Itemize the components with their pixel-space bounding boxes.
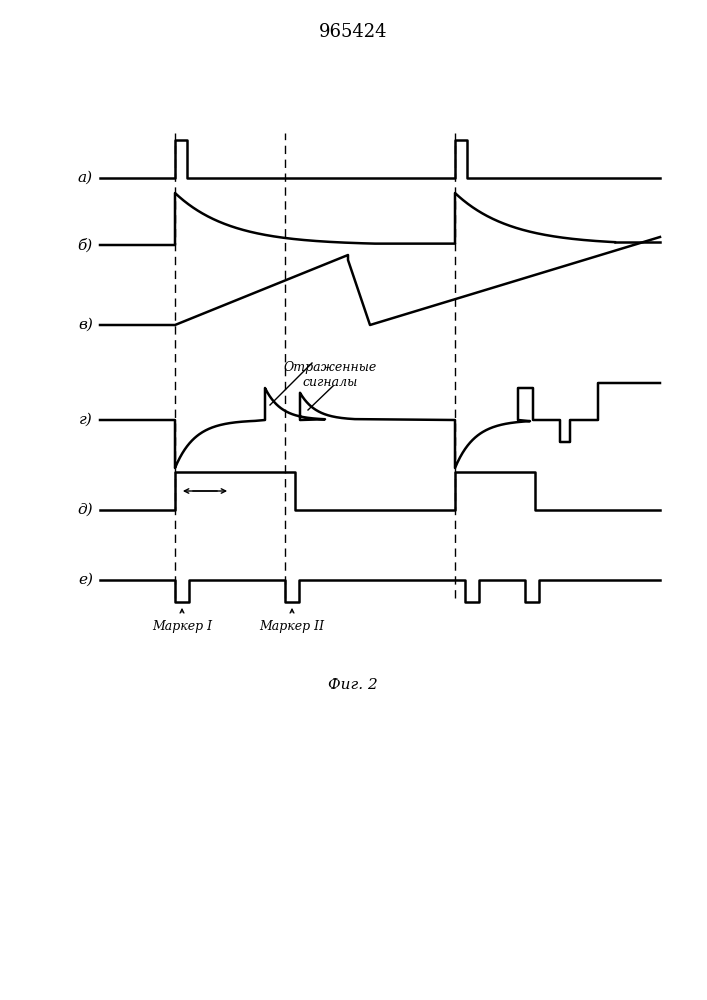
Text: Маркер I: Маркер I xyxy=(152,620,212,633)
Text: а): а) xyxy=(78,171,93,185)
Text: Фиг. 2: Фиг. 2 xyxy=(328,678,378,692)
Text: д): д) xyxy=(77,503,93,517)
Text: г): г) xyxy=(79,413,93,427)
Text: б): б) xyxy=(78,238,93,252)
Text: сигналы: сигналы xyxy=(303,375,358,388)
Text: е): е) xyxy=(78,573,93,587)
Text: Отраженные: Отраженные xyxy=(284,361,377,374)
Text: Маркер II: Маркер II xyxy=(259,620,325,633)
Text: 965424: 965424 xyxy=(319,23,387,41)
Text: в): в) xyxy=(78,318,93,332)
